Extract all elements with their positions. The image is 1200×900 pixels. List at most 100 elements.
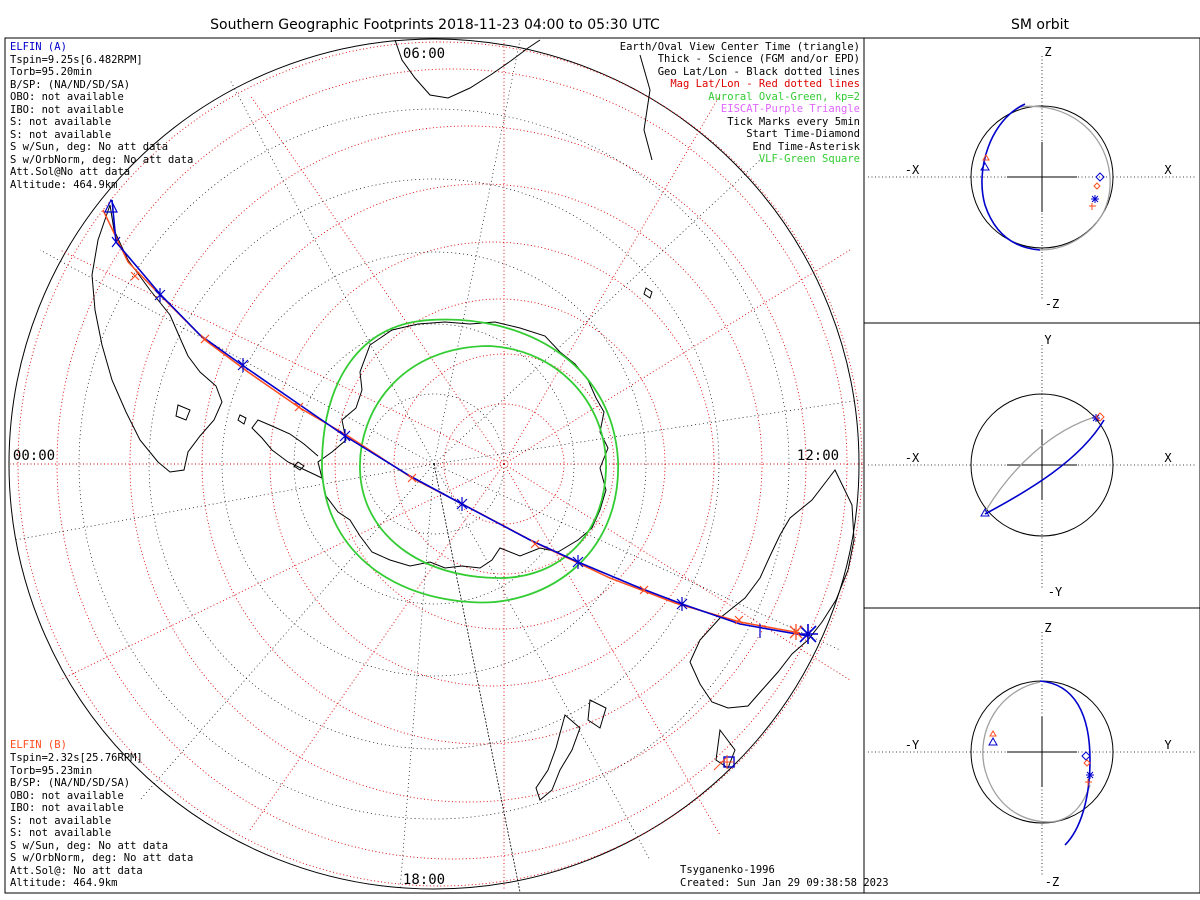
elfin-a-start-triangle <box>104 198 118 213</box>
legend-entry: Start Time-Diamond <box>746 128 860 140</box>
elfin-a-line: S: not available <box>10 129 111 141</box>
clock-label-left: 00:00 <box>13 448 55 464</box>
sm-asterisk-b <box>1089 203 1096 210</box>
elfin-b-track <box>102 209 801 634</box>
legend-entry: Tick Marks every 5min <box>727 116 860 128</box>
elfin-b-line: Altitude: 464.9km <box>10 877 117 889</box>
sm-end-marker-b <box>1083 759 1091 767</box>
sm-asterisk-a <box>1086 771 1094 779</box>
earth-limb <box>8 38 860 890</box>
map-title: Southern Geographic Footprints 2018-11-2… <box>210 17 660 33</box>
elfin-b-line: B/SP: (NA/ND/SD/SA) <box>10 777 130 789</box>
sm-orbit-title: SM orbit <box>1011 17 1070 33</box>
model-label: Tsyganenko-1996 <box>680 864 775 876</box>
sm-label-top: Z <box>1044 621 1051 635</box>
sm-start-marker <box>988 736 998 746</box>
coastlines <box>91 39 855 801</box>
sm-start-marker <box>980 507 990 517</box>
elfin-a-line: IBO: not available <box>10 104 124 116</box>
legend-entry: Geo Lat/Lon - Black dotted lines <box>658 66 860 78</box>
auroral-oval <box>321 318 619 604</box>
elfin-a-name: ELFIN (A) <box>10 41 67 53</box>
main-map: 06:00 00:00 12:00 18:00 ELFIN (A) Tspin=… <box>4 37 889 894</box>
legend: Earth/Oval View Center Time (triangle) T… <box>620 41 861 165</box>
legend-entry: VLF-Green Square <box>759 153 860 165</box>
sm-start-marker-b <box>982 154 990 161</box>
sm-orbit-b <box>982 681 1091 823</box>
elfin-b-line: OBO: not available <box>10 790 124 802</box>
legend-entry: Mag Lat/Lon - Red dotted lines <box>670 78 860 90</box>
sm-orbit-panels: Z -Z -X X Y -Y -X X <box>863 37 1200 894</box>
geo-lat-grid <box>78 108 790 820</box>
elfin-a-end-asterisk <box>798 624 818 644</box>
sm-label-top: Z <box>1044 45 1051 59</box>
sm-label-right: X <box>1164 451 1172 465</box>
created-label: Created: Sun Jan 29 09:38:58 2023 <box>680 877 889 889</box>
legend-entry: Thick - Science (FGM and/or EPD) <box>658 53 860 65</box>
legend-entry: End Time-Asterisk <box>753 141 861 153</box>
sm-label-left: -Y <box>905 738 920 752</box>
sm-label-left: -X <box>905 451 920 465</box>
sm-start-marker-b <box>989 730 997 737</box>
elfin-a-track <box>111 199 809 637</box>
sm-orbit-b <box>984 415 1099 513</box>
mag-lon-grid <box>10 40 862 890</box>
elfin-b-line: Torb=95.23min <box>10 765 92 777</box>
elfin-b-line: IBO: not available <box>10 802 124 814</box>
sm-orbit-a <box>1039 680 1091 846</box>
sm-asterisk-a <box>1091 195 1099 203</box>
elfin-b-ticks <box>130 271 744 625</box>
view-center-meridian <box>433 463 521 893</box>
elfin-b-line: Tspin=2.32s[25.76RPM] <box>10 752 143 764</box>
elfin-a-line: S w/Sun, deg: No att data <box>10 141 168 153</box>
sm-earth-circle <box>970 393 1114 537</box>
elfin-a-line: Altitude: 464.9km <box>10 179 117 191</box>
elfin-a-line: S: not available <box>10 116 111 128</box>
elfin-a-info: ELFIN (A) Tspin=9.25s[6.482RPM] Torb=95.… <box>10 41 193 191</box>
sm-label-left: -X <box>905 163 920 177</box>
sm-orbit-a <box>984 419 1105 515</box>
sm-end-marker <box>1095 172 1105 182</box>
elfin-b-name: ELFIN (B) <box>10 739 67 751</box>
elfin-a-ticks <box>111 236 761 638</box>
sm-asterisk-a <box>1092 414 1100 422</box>
elfin-a-line: Att.Sol@No att data <box>10 166 130 178</box>
elfin-a-line: Tspin=9.25s[6.482RPM] <box>10 54 143 66</box>
elfin-b-line: S: not available <box>10 815 111 827</box>
sm-asterisk-b <box>1085 779 1092 786</box>
sm-panel-yz: Z -Z -Y Y <box>868 621 1196 889</box>
auroral-oval-inner <box>359 345 607 579</box>
sm-end-marker-b <box>1095 412 1105 422</box>
elfin-b-line: S: not available <box>10 827 111 839</box>
map-footer: Tsyganenko-1996 Created: Sun Jan 29 09:3… <box>680 864 889 889</box>
sm-label-right: X <box>1164 163 1172 177</box>
elfin-a-line: OBO: not available <box>10 91 124 103</box>
vlf-marker-b <box>713 755 734 771</box>
elfin-b-line: S w/OrbNorm, deg: No att data <box>10 852 193 864</box>
elfin-b-info: ELFIN (B) Tspin=2.32s[25.76RPM] Torb=95.… <box>10 739 193 889</box>
sm-end-marker <box>1081 751 1091 761</box>
elfin-a-line: B/SP: (NA/ND/SD/SA) <box>10 79 130 91</box>
sm-label-bottom: -Z <box>1045 297 1059 311</box>
sm-start-marker <box>980 161 990 171</box>
sm-earth-circle <box>970 105 1114 249</box>
legend-entry: Earth/Oval View Center Time (triangle) <box>620 41 860 53</box>
legend-entry: Auroral Oval-Green, kp=2 <box>708 91 860 103</box>
sm-orbit-b <box>1019 105 1111 251</box>
auroral-oval-outer <box>321 318 619 604</box>
sm-label-top: Y <box>1044 333 1052 347</box>
sm-label-bottom: -Y <box>1048 585 1063 599</box>
sm-label-bottom: -Z <box>1045 875 1059 889</box>
clock-label-top: 06:00 <box>403 46 445 62</box>
legend-entry: EISCAT-Purple Triangle <box>721 103 860 115</box>
elfin-b-line: Att.Sol@: No att data <box>10 865 143 877</box>
sm-panel-xz: Z -Z -X X <box>868 45 1196 311</box>
elfin-b-end-asterisk <box>789 624 803 640</box>
sm-end-marker-b <box>1093 182 1101 190</box>
geo-lon-grid <box>14 39 861 891</box>
elfin-a-line: S w/OrbNorm, deg: No att data <box>10 154 193 166</box>
sm-frame <box>863 37 1200 894</box>
sm-label-right: Y <box>1164 738 1172 752</box>
elfin-a-line: Torb=95.20min <box>10 66 92 78</box>
